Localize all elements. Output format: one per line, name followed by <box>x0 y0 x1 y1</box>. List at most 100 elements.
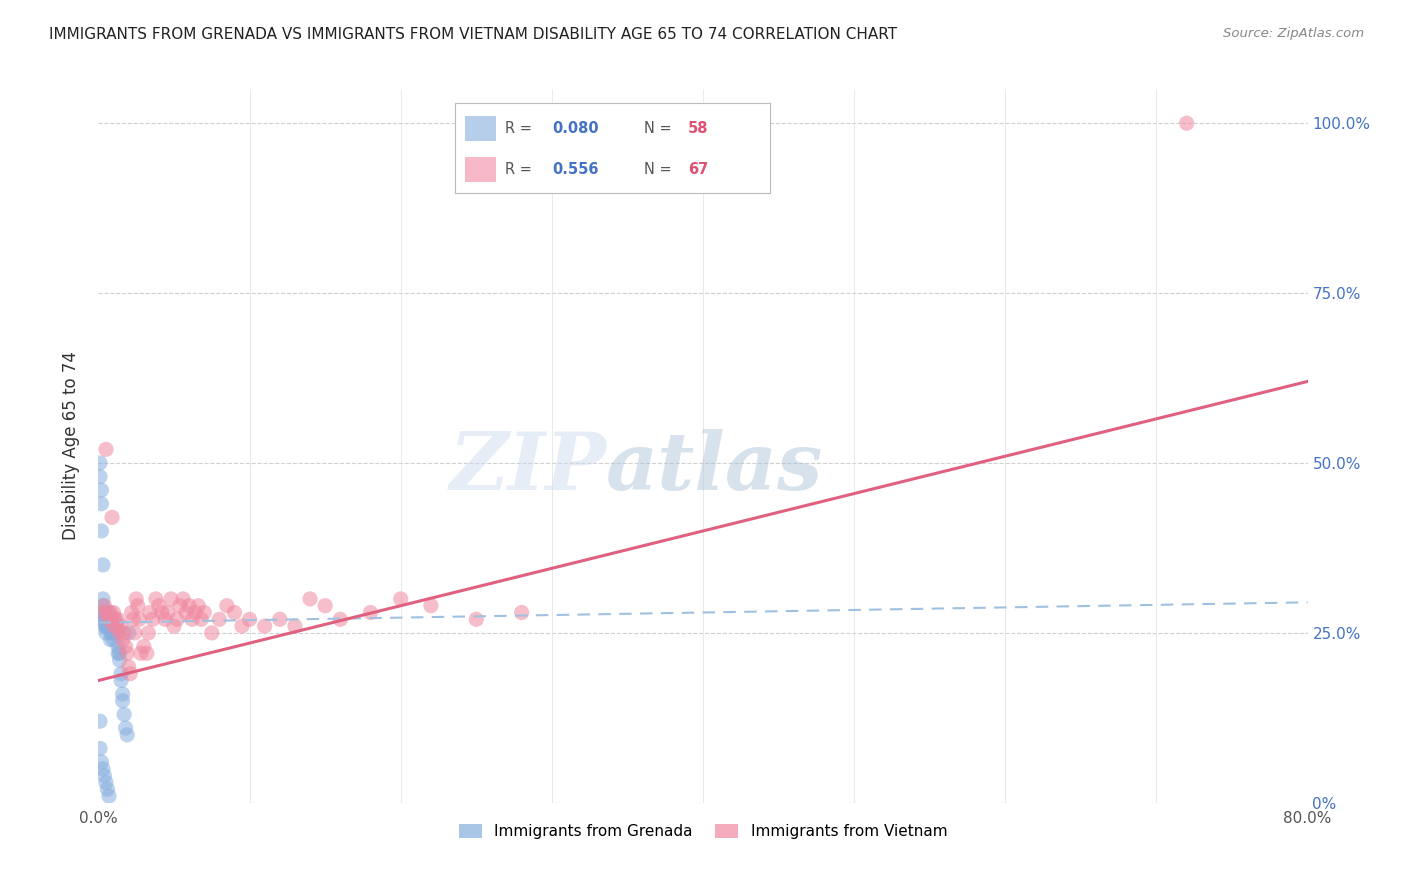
Point <box>253 619 276 633</box>
Point <box>184 606 207 620</box>
Point <box>100 619 122 633</box>
Point <box>89 456 111 470</box>
Point <box>94 612 117 626</box>
Point <box>103 626 125 640</box>
Point <box>239 612 262 626</box>
Point <box>105 619 128 633</box>
Point <box>93 619 115 633</box>
Point <box>299 591 322 606</box>
Point <box>121 606 143 620</box>
Point <box>100 612 122 626</box>
Point <box>98 789 121 803</box>
Point <box>108 626 131 640</box>
Point <box>98 612 121 626</box>
Point <box>114 721 136 735</box>
Point <box>100 626 122 640</box>
Point <box>90 755 112 769</box>
Point <box>112 707 135 722</box>
Point <box>215 599 238 613</box>
Point <box>107 612 129 626</box>
Point <box>101 510 124 524</box>
Point <box>284 619 307 633</box>
Point <box>111 694 134 708</box>
Point <box>91 558 114 572</box>
Point <box>100 606 122 620</box>
Point <box>103 606 125 620</box>
Y-axis label: Disability Age 65 to 74: Disability Age 65 to 74 <box>62 351 80 541</box>
Point <box>128 612 150 626</box>
Point <box>201 626 224 640</box>
Point <box>118 626 141 640</box>
Point <box>96 782 118 797</box>
Point <box>360 606 382 620</box>
Point <box>96 612 118 626</box>
Point <box>98 619 121 633</box>
Point <box>115 728 138 742</box>
Point <box>94 626 117 640</box>
Point <box>510 606 533 620</box>
Point <box>104 619 127 633</box>
Point <box>104 612 127 626</box>
Point <box>111 632 134 647</box>
Point <box>90 483 112 498</box>
Point <box>114 640 136 654</box>
Point <box>208 612 231 626</box>
Point <box>389 591 412 606</box>
Point <box>105 619 128 633</box>
Point <box>135 646 157 660</box>
Point <box>93 606 115 620</box>
Point <box>101 612 124 626</box>
Point <box>465 612 488 626</box>
Legend: Immigrants from Grenada, Immigrants from Vietnam: Immigrants from Grenada, Immigrants from… <box>453 818 953 845</box>
Point <box>105 626 128 640</box>
Point <box>179 599 201 613</box>
Point <box>163 619 186 633</box>
Point <box>111 687 134 701</box>
Point <box>98 606 121 620</box>
Point <box>139 606 162 620</box>
Point <box>105 626 128 640</box>
Point <box>89 714 111 729</box>
Text: IMMIGRANTS FROM GRENADA VS IMMIGRANTS FROM VIETNAM DISABILITY AGE 65 TO 74 CORRE: IMMIGRANTS FROM GRENADA VS IMMIGRANTS FR… <box>49 27 897 42</box>
Point <box>94 619 117 633</box>
Point <box>93 612 115 626</box>
Point <box>101 626 124 640</box>
Point <box>110 673 132 688</box>
Point <box>110 619 132 633</box>
Text: Source: ZipAtlas.com: Source: ZipAtlas.com <box>1223 27 1364 40</box>
Point <box>93 599 115 613</box>
Point <box>120 666 142 681</box>
Point <box>156 606 179 620</box>
Point <box>89 469 111 483</box>
Point <box>107 640 129 654</box>
Point <box>129 646 152 660</box>
Point <box>125 591 148 606</box>
Point <box>103 619 125 633</box>
Point <box>91 591 114 606</box>
Point <box>94 442 117 457</box>
Point <box>190 612 212 626</box>
Point <box>91 606 114 620</box>
Point <box>329 612 352 626</box>
Point <box>124 626 146 640</box>
Point <box>103 632 125 647</box>
Point <box>98 619 121 633</box>
Point <box>150 606 173 620</box>
Point <box>90 524 112 538</box>
Point <box>110 666 132 681</box>
Point <box>96 619 118 633</box>
Point <box>91 599 114 613</box>
Text: ZIP: ZIP <box>450 429 606 506</box>
Point <box>145 591 167 606</box>
Point <box>100 632 122 647</box>
Point <box>94 775 117 789</box>
Point <box>1175 116 1198 130</box>
Point <box>148 599 170 613</box>
Point <box>172 591 194 606</box>
Point <box>107 646 129 660</box>
Point <box>136 626 159 640</box>
Point <box>420 599 443 613</box>
Point <box>93 612 115 626</box>
Point <box>93 769 115 783</box>
Point <box>231 619 253 633</box>
